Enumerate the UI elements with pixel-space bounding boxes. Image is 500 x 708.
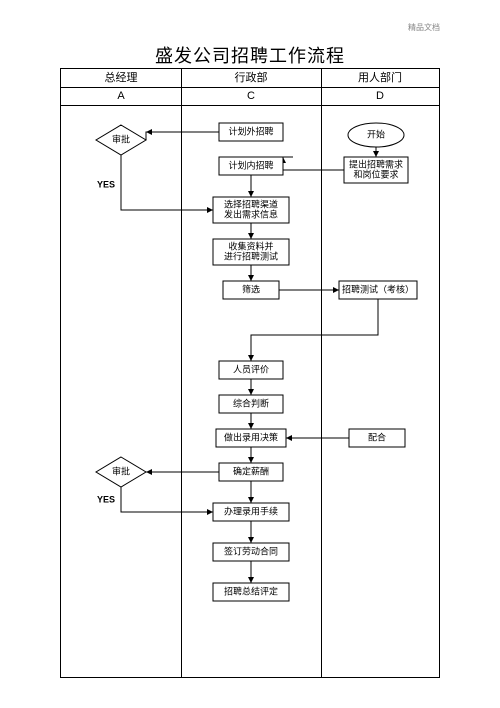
node-label: 做出录用决策 [224,431,278,442]
flow-table: YESYES开始提出招聘需求和岗位要求计划外招聘计划内招聘审批选择招聘渠道发出需… [60,68,440,678]
yes-label: YES [97,179,115,189]
col-divider [321,69,322,677]
node-label: 开始 [367,128,385,139]
node-label: 计划内招聘 [228,159,273,170]
edge [251,299,378,361]
watermark: 精品文档 [408,22,440,33]
col-subheader: C [181,87,321,105]
col-subheader: D [321,87,439,105]
node-label: 签订劳动合同 [224,545,278,556]
col-header: 用人部门 [321,69,439,87]
flow-svg: YESYES开始提出招聘需求和岗位要求计划外招聘计划内招聘审批选择招聘渠道发出需… [61,105,439,677]
node-label: 筛选 [242,283,260,294]
node-label: 招聘测试（考核） [342,283,414,294]
node-label: 人员评价 [233,364,269,374]
node-label: 办理录用手续 [224,505,278,516]
node-label: 招聘总结评定 [224,585,278,596]
node-label: 计划外招聘 [228,125,273,136]
edge [121,155,213,210]
yes-label: YES [97,494,115,504]
col-subheader: A [61,87,181,105]
node-label: 审批 [112,133,130,144]
edge [146,132,219,140]
page: 精品文档 盛发公司招聘工作流程 YES YES 开始提出招聘需求和岗位要求 计划外招聘… [0,0,500,708]
col-header: 行政部 [181,69,321,87]
node-label: 配合 [368,431,386,442]
node-label: 选择招聘渠道 [224,198,278,209]
col-header: 总经理 [61,69,181,87]
node-label: 综合判断 [233,397,269,408]
edge [283,157,344,170]
node-label: 发出需求信息 [224,208,278,219]
row-divider [61,105,439,106]
edge [121,487,213,512]
col-divider [181,69,182,677]
page-title: 盛发公司招聘工作流程 [0,42,500,68]
node-label: 收集资料并 [228,240,273,251]
node-label: 进行招聘测试 [224,250,278,261]
node-label: 和岗位要求 [353,168,398,179]
node-label: 提出招聘需求 [349,158,403,169]
node-label: 审批 [112,465,130,476]
node-label: 确定薪酬 [233,465,269,476]
